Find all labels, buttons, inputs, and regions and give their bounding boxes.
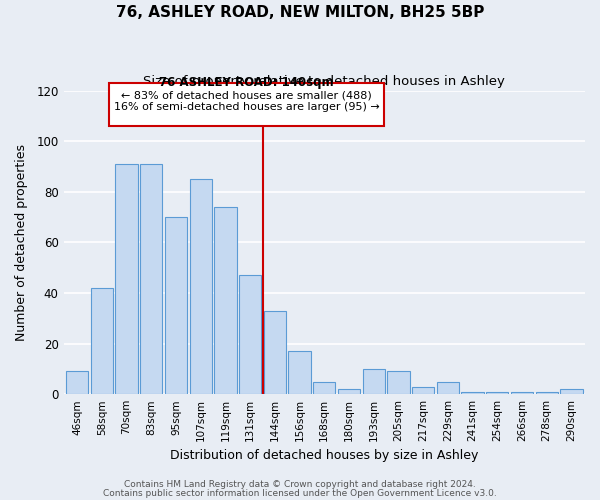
Bar — [437, 382, 459, 394]
Bar — [140, 164, 163, 394]
FancyBboxPatch shape — [109, 83, 383, 126]
Text: 76, ASHLEY ROAD, NEW MILTON, BH25 5BP: 76, ASHLEY ROAD, NEW MILTON, BH25 5BP — [116, 5, 484, 20]
Bar — [511, 392, 533, 394]
Y-axis label: Number of detached properties: Number of detached properties — [15, 144, 28, 341]
Text: Contains HM Land Registry data © Crown copyright and database right 2024.: Contains HM Land Registry data © Crown c… — [124, 480, 476, 489]
Bar — [313, 382, 335, 394]
Bar — [115, 164, 138, 394]
Bar — [165, 217, 187, 394]
Bar — [190, 179, 212, 394]
Bar — [461, 392, 484, 394]
X-axis label: Distribution of detached houses by size in Ashley: Distribution of detached houses by size … — [170, 450, 478, 462]
Text: 76 ASHLEY ROAD: 140sqm: 76 ASHLEY ROAD: 140sqm — [159, 76, 334, 90]
Text: Contains public sector information licensed under the Open Government Licence v3: Contains public sector information licen… — [103, 488, 497, 498]
Text: 16% of semi-detached houses are larger (95) →: 16% of semi-detached houses are larger (… — [113, 102, 379, 112]
Bar — [536, 392, 558, 394]
Bar — [412, 386, 434, 394]
Bar — [239, 276, 261, 394]
Bar — [91, 288, 113, 394]
Bar — [338, 389, 360, 394]
Bar — [289, 351, 311, 394]
Bar — [66, 372, 88, 394]
Bar — [214, 207, 236, 394]
Text: ← 83% of detached houses are smaller (488): ← 83% of detached houses are smaller (48… — [121, 90, 372, 101]
Bar — [486, 392, 508, 394]
Bar — [264, 310, 286, 394]
Bar — [362, 369, 385, 394]
Bar — [388, 372, 410, 394]
Bar — [560, 389, 583, 394]
Title: Size of property relative to detached houses in Ashley: Size of property relative to detached ho… — [143, 75, 505, 88]
